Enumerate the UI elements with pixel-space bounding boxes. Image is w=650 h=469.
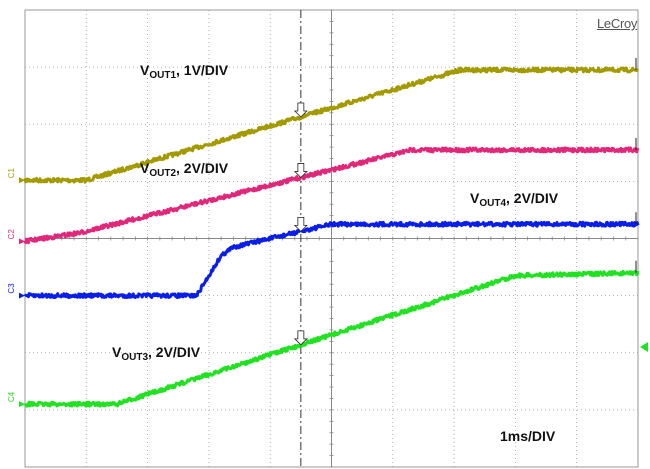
vout4-annotation: VOUT4, 2V/DIV <box>470 190 559 209</box>
channel-label-c4: C4 <box>7 391 16 402</box>
ground-marker-c4 <box>19 401 25 408</box>
vout1-annotation: VOUT1, 1V/DIV <box>140 62 229 81</box>
graticule <box>24 9 639 468</box>
cursor-marker-c1 <box>293 102 308 118</box>
trigger-level-marker <box>640 342 648 353</box>
trace-c2 <box>23 146 640 245</box>
timebase-label: 1ms/DIV <box>500 428 556 444</box>
channel-label-c2: C2 <box>7 229 16 240</box>
ground-marker-c1 <box>19 177 25 184</box>
cursor-marker-c3 <box>293 216 308 232</box>
trace-c3 <box>23 220 640 300</box>
cursor-marker-c2 <box>293 163 308 179</box>
cursor-marker-c4 <box>293 330 308 346</box>
vout2-annotation: VOUT2, 2V/DIV <box>140 160 229 179</box>
brand-logo: LeCroy <box>597 16 638 31</box>
trace-c1 <box>23 66 640 184</box>
ground-marker-c3 <box>19 292 25 299</box>
waveform-traces <box>23 66 640 408</box>
ground-marker-c2 <box>19 238 25 245</box>
trace-c4 <box>23 269 640 408</box>
channel-labels: C1 C2 C3 C4 <box>7 167 25 408</box>
trace-markers <box>293 57 648 353</box>
channel-label-c3: C3 <box>7 283 16 294</box>
vout3-annotation: VOUT3, 2V/DIV <box>112 344 201 363</box>
channel-label-c1: C1 <box>7 167 16 178</box>
